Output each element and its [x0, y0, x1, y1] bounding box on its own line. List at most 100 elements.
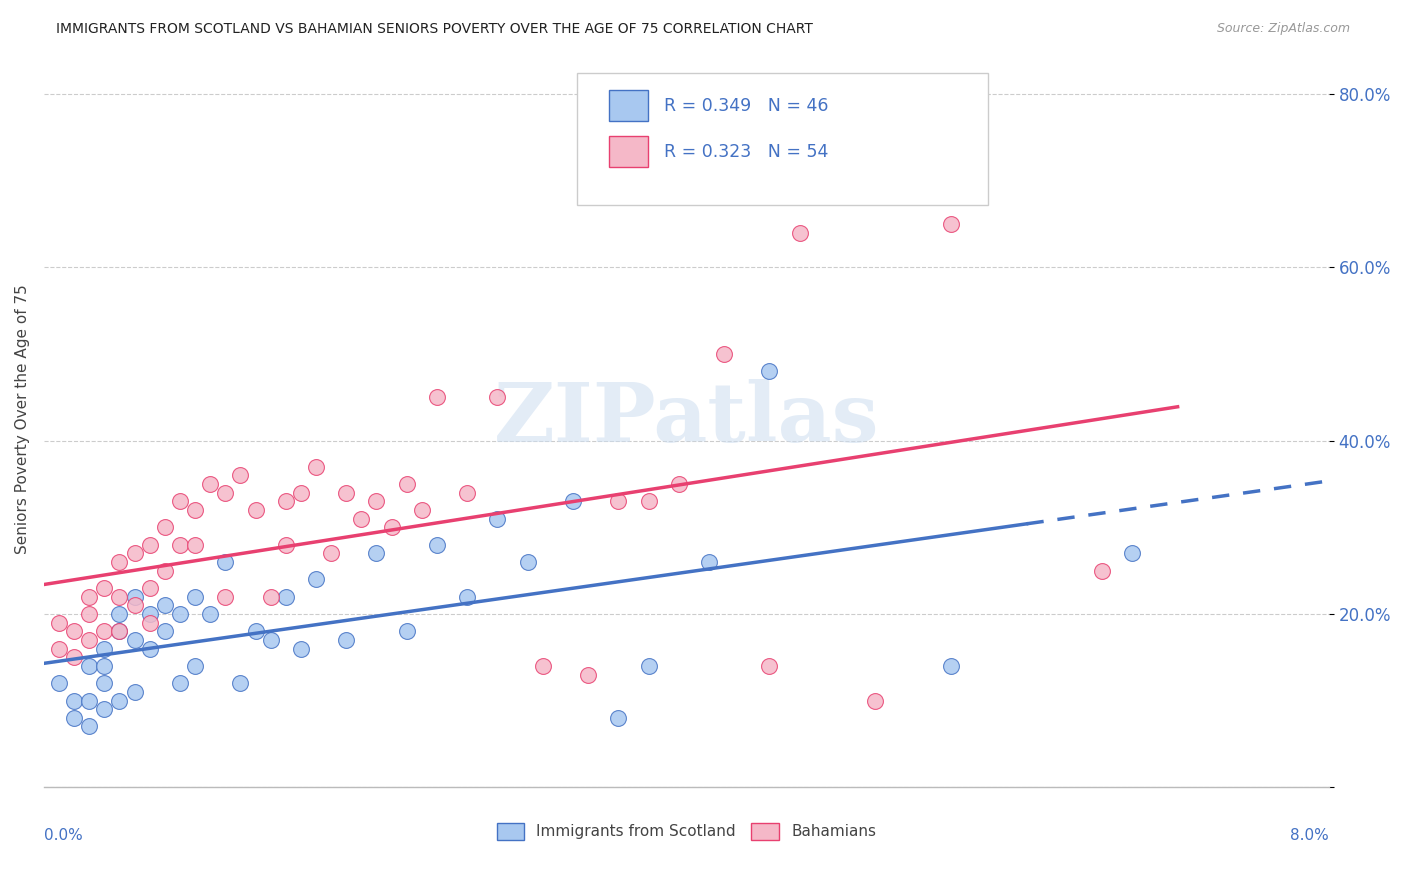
Point — [93, 624, 115, 639]
Point — [214, 485, 236, 500]
Point — [108, 624, 131, 639]
Text: R = 0.323   N = 54: R = 0.323 N = 54 — [665, 144, 830, 161]
Point — [48, 676, 70, 690]
Point — [93, 581, 115, 595]
Point — [93, 702, 115, 716]
Point — [305, 572, 328, 586]
Point — [153, 624, 176, 639]
Point — [668, 476, 690, 491]
Point — [124, 546, 146, 560]
Point — [48, 615, 70, 630]
Point — [184, 590, 207, 604]
Point — [426, 537, 449, 551]
Point — [411, 503, 433, 517]
Point — [939, 217, 962, 231]
Point — [607, 711, 630, 725]
Point — [198, 607, 221, 621]
Point — [939, 658, 962, 673]
Point — [1121, 546, 1143, 560]
Point — [486, 390, 509, 404]
Text: Source: ZipAtlas.com: Source: ZipAtlas.com — [1216, 22, 1350, 36]
Point — [138, 641, 160, 656]
Point — [63, 624, 86, 639]
Point — [169, 676, 191, 690]
Point — [335, 485, 357, 500]
Point — [124, 632, 146, 647]
Point — [93, 676, 115, 690]
Point — [697, 555, 720, 569]
Point — [124, 685, 146, 699]
Point — [713, 347, 735, 361]
Point — [77, 590, 100, 604]
Point — [48, 641, 70, 656]
Point — [290, 485, 312, 500]
Point — [758, 658, 780, 673]
Point — [259, 590, 281, 604]
Point — [366, 494, 388, 508]
Point — [486, 511, 509, 525]
Point — [77, 632, 100, 647]
Point — [516, 555, 538, 569]
Point — [153, 564, 176, 578]
Point — [138, 607, 160, 621]
Point — [108, 693, 131, 707]
Point — [758, 364, 780, 378]
Point — [637, 658, 659, 673]
Text: ZIPatlas: ZIPatlas — [494, 379, 879, 458]
Point — [290, 641, 312, 656]
Point — [305, 459, 328, 474]
Point — [184, 537, 207, 551]
Point — [229, 468, 252, 483]
Point — [77, 607, 100, 621]
Point — [184, 503, 207, 517]
Point — [214, 555, 236, 569]
Point — [108, 624, 131, 639]
Point — [77, 719, 100, 733]
FancyBboxPatch shape — [576, 73, 988, 205]
Point — [1091, 564, 1114, 578]
Point — [531, 658, 554, 673]
Point — [456, 485, 478, 500]
Point — [108, 607, 131, 621]
Text: IMMIGRANTS FROM SCOTLAND VS BAHAMIAN SENIORS POVERTY OVER THE AGE OF 75 CORRELAT: IMMIGRANTS FROM SCOTLAND VS BAHAMIAN SEN… — [56, 22, 813, 37]
Point — [93, 658, 115, 673]
Point — [63, 693, 86, 707]
Point — [169, 607, 191, 621]
Point — [562, 494, 585, 508]
Text: R = 0.349   N = 46: R = 0.349 N = 46 — [665, 97, 830, 115]
Point — [77, 693, 100, 707]
Point — [108, 555, 131, 569]
Point — [198, 476, 221, 491]
Point — [138, 581, 160, 595]
Point — [245, 624, 267, 639]
Point — [245, 503, 267, 517]
Point — [319, 546, 342, 560]
Point — [153, 520, 176, 534]
Point — [63, 711, 86, 725]
Point — [380, 520, 402, 534]
Point — [576, 667, 599, 681]
Point — [108, 590, 131, 604]
Point — [395, 624, 418, 639]
Point — [169, 494, 191, 508]
FancyBboxPatch shape — [609, 90, 648, 120]
Point — [229, 676, 252, 690]
Point — [607, 494, 630, 508]
Point — [865, 693, 887, 707]
Point — [395, 476, 418, 491]
Point — [124, 590, 146, 604]
Point — [274, 494, 297, 508]
Point — [63, 650, 86, 665]
Point — [138, 615, 160, 630]
Point — [274, 590, 297, 604]
Point — [77, 658, 100, 673]
Legend: Immigrants from Scotland, Bahamians: Immigrants from Scotland, Bahamians — [491, 817, 882, 846]
Point — [456, 590, 478, 604]
FancyBboxPatch shape — [609, 136, 648, 167]
Point — [124, 598, 146, 612]
Point — [169, 537, 191, 551]
Point — [138, 537, 160, 551]
Y-axis label: Seniors Poverty Over the Age of 75: Seniors Poverty Over the Age of 75 — [15, 284, 30, 554]
Point — [366, 546, 388, 560]
Point — [184, 658, 207, 673]
